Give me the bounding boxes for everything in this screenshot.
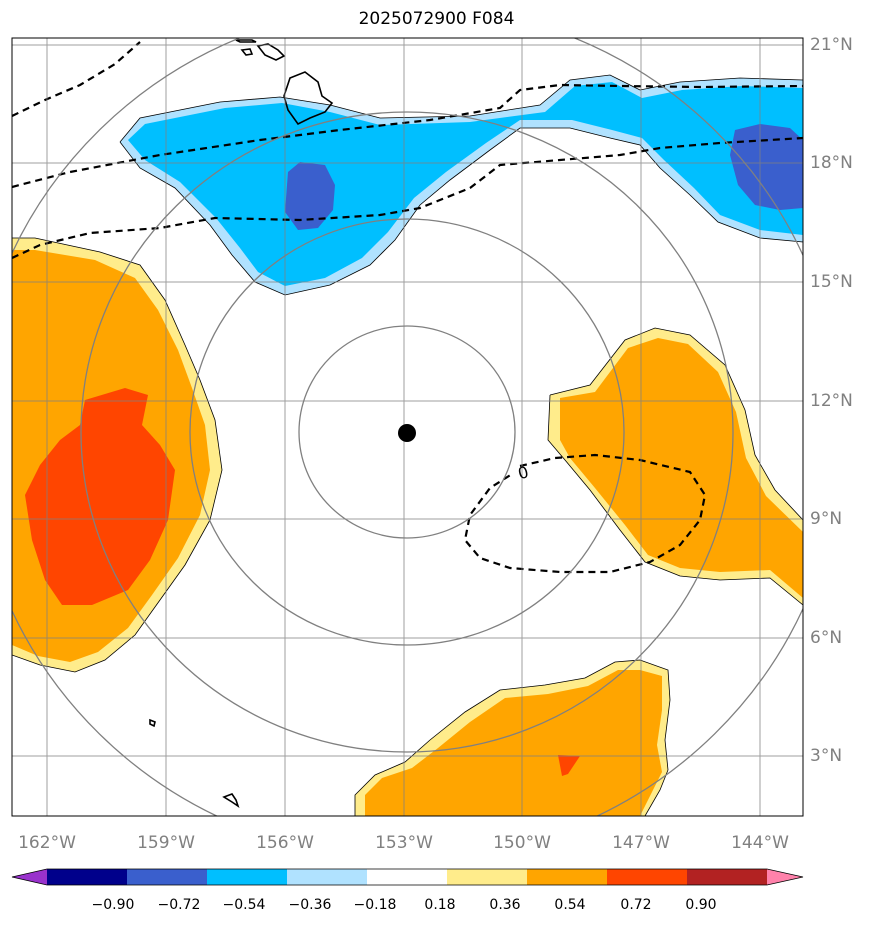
colorbar-segment — [47, 869, 128, 885]
colorbar-segment — [127, 869, 208, 885]
colorbar-segment — [607, 869, 688, 885]
plot-title: 2025072900 F084 — [358, 9, 515, 29]
lat-label: 12°N — [810, 391, 853, 411]
colorbar-tick-label: −0.90 — [91, 897, 135, 913]
negative-anomaly-north — [120, 75, 803, 295]
lon-label: 153°W — [375, 833, 433, 853]
colorbar-tick-label: −0.54 — [222, 897, 266, 913]
colorbar-tick-label: 0.72 — [620, 897, 652, 913]
lat-label: 21°N — [810, 35, 853, 55]
lat-label: 15°N — [810, 272, 853, 292]
colorbar-tick-label: −0.18 — [353, 897, 397, 913]
colorbar-extend-min — [12, 869, 47, 885]
lat-label: 9°N — [810, 509, 843, 529]
colorbar-segment — [207, 869, 288, 885]
colorbar-segment — [287, 869, 368, 885]
lat-label: 18°N — [810, 153, 853, 173]
lon-label: 159°W — [137, 833, 195, 853]
lon-label: 147°W — [612, 833, 670, 853]
contour-label: 0 — [516, 462, 531, 483]
lon-label: 162°W — [18, 833, 76, 853]
lon-label: 144°W — [731, 833, 789, 853]
positive-anomaly-east — [548, 328, 803, 605]
colorbar-segment — [367, 869, 448, 885]
colorbar-segment — [447, 869, 528, 885]
colorbar-tick-label: 0.54 — [554, 897, 586, 913]
colorbar-extend-max — [767, 869, 803, 885]
positive-anomaly-south — [355, 660, 670, 816]
lat-label: 3°N — [810, 746, 843, 766]
positive-anomaly-west — [12, 238, 222, 672]
colorbar-tick-label: −0.72 — [157, 897, 201, 913]
lat-label: 6°N — [810, 628, 843, 648]
colorbar — [11, 868, 804, 886]
colorbar-outline — [11, 868, 804, 886]
lon-label: 156°W — [256, 833, 314, 853]
colorbar-tick-label: 0.90 — [685, 897, 717, 913]
storm-center-marker — [398, 424, 416, 442]
colorbar-segment — [687, 869, 768, 885]
colorbar-tick-label: 0.36 — [489, 897, 521, 913]
colorbar-tick-label: −0.36 — [288, 897, 332, 913]
zero-contours — [12, 41, 803, 574]
plot-frame — [11, 37, 804, 817]
lon-label: 150°W — [493, 833, 551, 853]
range-rings — [12, 38, 803, 816]
colorbar-tick-label: 0.18 — [424, 897, 456, 913]
colorbar-segment — [527, 869, 608, 885]
coastlines — [149, 39, 334, 808]
